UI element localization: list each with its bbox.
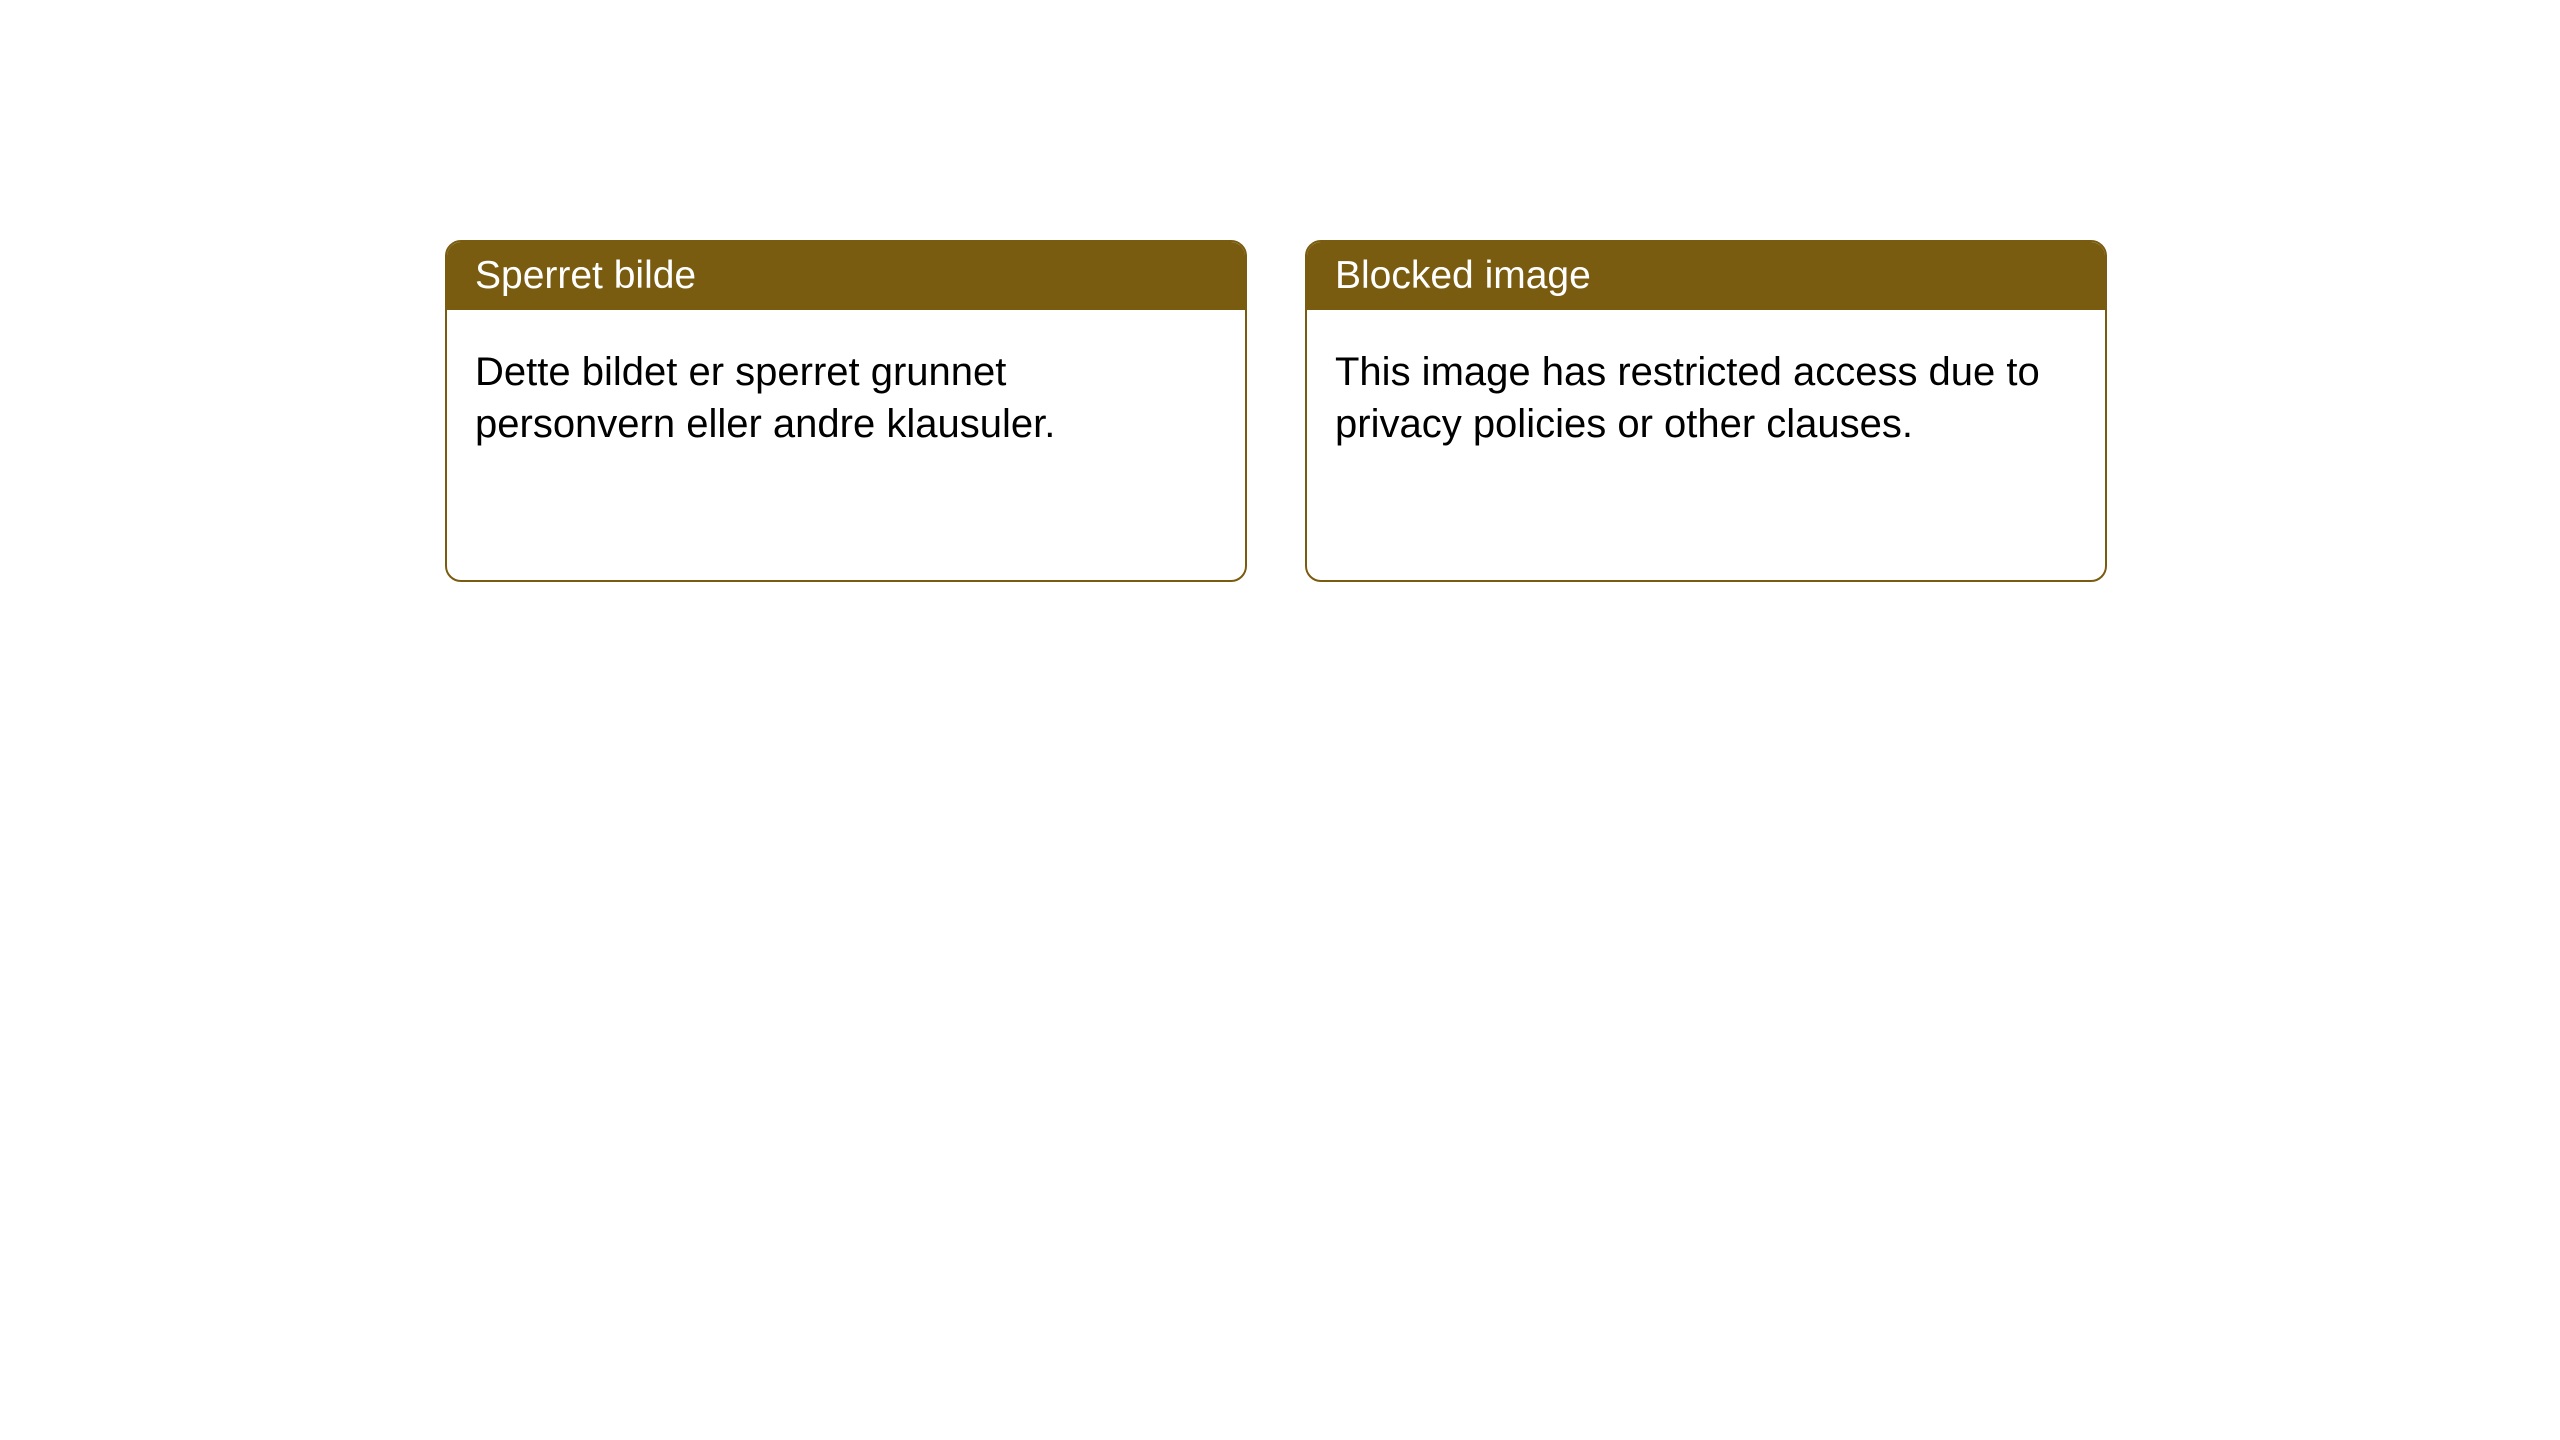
card-title: Sperret bilde [475, 254, 696, 297]
cards-container: Sperret bilde Dette bildet er sperret gr… [445, 240, 2560, 582]
card-body: Dette bildet er sperret grunnet personve… [447, 310, 1245, 580]
card-body-text: This image has restricted access due to … [1335, 350, 2040, 446]
card-body-text: Dette bildet er sperret grunnet personve… [475, 350, 1055, 446]
card-english: Blocked image This image has restricted … [1305, 240, 2107, 582]
card-title: Blocked image [1335, 254, 1591, 297]
card-norwegian: Sperret bilde Dette bildet er sperret gr… [445, 240, 1247, 582]
card-header: Sperret bilde [447, 242, 1245, 310]
card-body: This image has restricted access due to … [1307, 310, 2105, 580]
card-header: Blocked image [1307, 242, 2105, 310]
